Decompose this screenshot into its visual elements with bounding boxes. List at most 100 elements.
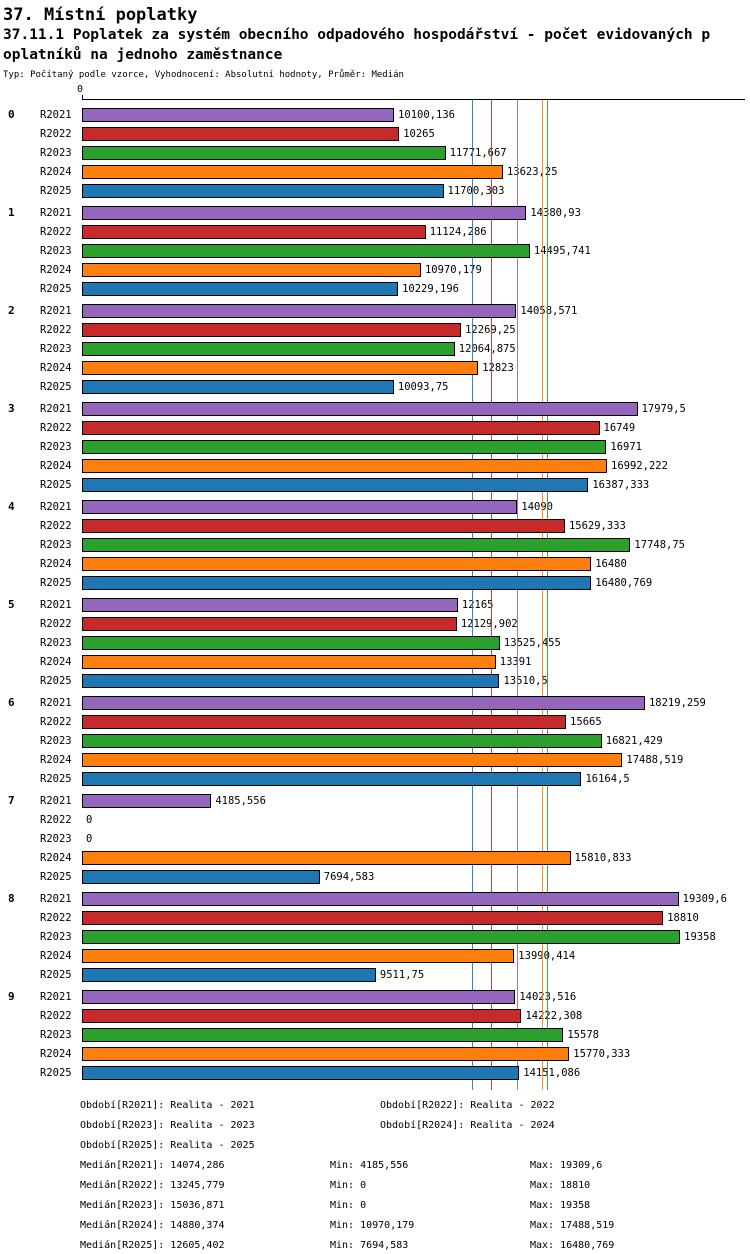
x-axis-line: [82, 99, 745, 100]
bar-row: R2023 12064,875: [0, 339, 750, 358]
bar: [82, 420, 600, 435]
bar-value-label: 0: [86, 832, 93, 845]
bar-row: 9 R2021 14023,516: [0, 987, 750, 1006]
bar-value-label: 10100,136: [398, 108, 455, 121]
bar-row: R2023 11771,667: [0, 143, 750, 162]
series-label: R2021: [40, 598, 72, 611]
legend-min: Min: 7694,583: [330, 1240, 409, 1251]
bar: [82, 401, 638, 416]
bar-value-label: 13525,455: [503, 636, 561, 649]
legend-min: Min: 4185,556: [330, 1160, 409, 1171]
bar-row: R2025 14151,086: [0, 1063, 750, 1082]
bar: [82, 360, 479, 375]
bar-row: R2024 15770,333: [0, 1044, 750, 1063]
series-label: R2024: [40, 851, 72, 864]
report-header: 37. Místní poplatky 37.11.1 Poplatek za …: [0, 0, 750, 82]
bar: [82, 1027, 564, 1042]
series-label: R2022: [40, 911, 72, 924]
bar: [82, 948, 515, 963]
bar-row: R2025 10229,196: [0, 279, 750, 298]
series-label: R2021: [40, 696, 72, 709]
series-label: R2021: [40, 304, 72, 317]
bar-group: 4 R2021 14090 R2022 15629,333 R2023 1774…: [0, 497, 750, 592]
series-label: R2025: [40, 772, 72, 785]
series-label: R2023: [40, 832, 72, 845]
bar-value-label: 14495,741: [533, 244, 591, 257]
bar-value-label: 15810,833: [574, 851, 632, 864]
bar-value-label: 18810: [667, 911, 699, 924]
bar: [82, 281, 399, 296]
bar: [82, 1008, 522, 1023]
axis-tick: [82, 95, 83, 99]
bar-row: R2024 16480: [0, 554, 750, 573]
legend-period: Období[R2025]: Realita - 2025: [80, 1140, 255, 1151]
legend-median: Medián[R2022]: 13245,779: [80, 1180, 225, 1191]
bar-row: R2024 16992,222: [0, 456, 750, 475]
bar-value-label: 14058,571: [520, 304, 578, 317]
bar: [82, 322, 462, 337]
legend-periods: Období[R2021]: Realita - 2021 Období[R20…: [80, 1096, 750, 1156]
legend-max: Max: 17488,519: [530, 1220, 615, 1231]
bar: [82, 616, 457, 631]
series-label: R2022: [40, 225, 72, 238]
series-label: R2024: [40, 557, 72, 570]
bar: [82, 164, 503, 179]
bar: [82, 733, 602, 748]
bar-row: R2023 19358: [0, 927, 750, 946]
bar: [82, 910, 664, 925]
legend-min: Min: 10970,179: [330, 1220, 415, 1231]
bar-row: R2025 10093,75: [0, 377, 750, 396]
bar-value-label: 19358: [684, 930, 716, 943]
bar-value-label: 18219,259: [648, 696, 706, 709]
bar-row: 8 R2021 19309,6: [0, 889, 750, 908]
bar-row: R2022 12269,25: [0, 320, 750, 339]
axis-zero-label: 0: [77, 84, 84, 95]
bar-row: R2024 13990,414: [0, 946, 750, 965]
bar-value-label: 16971: [610, 440, 642, 453]
bar: [82, 379, 394, 394]
legend-median: Medián[R2021]: 14074,286: [80, 1160, 225, 1171]
bar-row: R2022 12129,902: [0, 614, 750, 633]
series-label: R2023: [40, 1028, 72, 1041]
bar: [82, 107, 395, 122]
series-label: R2025: [40, 380, 72, 393]
series-label: R2024: [40, 165, 72, 178]
bar: [82, 1046, 570, 1061]
bar-row: R2022 16749: [0, 418, 750, 437]
page-title: 37. Místní poplatky: [3, 5, 198, 25]
bar-row: R2024 13391: [0, 652, 750, 671]
bar-value-label: 14090: [521, 500, 553, 513]
bar-row: R2023 16971: [0, 437, 750, 456]
bar-value-label: 17748,75: [634, 538, 685, 551]
legend-max: Max: 19358: [530, 1200, 591, 1211]
bar-row: R2023 17748,75: [0, 535, 750, 554]
bar-value-label: 15629,333: [568, 519, 626, 532]
bar: [82, 793, 212, 808]
bar: [82, 439, 607, 454]
group-label: 9: [8, 990, 15, 1003]
bar: [82, 518, 565, 533]
bar: [82, 929, 681, 944]
group-label: 6: [8, 696, 15, 709]
legend-period: Období[R2021]: Realita - 2021: [80, 1100, 255, 1111]
series-label: R2022: [40, 127, 72, 140]
bar-value-label: 14151,086: [523, 1066, 581, 1079]
series-label: R2025: [40, 576, 72, 589]
bar: [82, 1065, 520, 1080]
series-label: R2021: [40, 794, 72, 807]
bar-row: 6 R2021 18219,259: [0, 693, 750, 712]
bar: [82, 145, 446, 160]
bar-row: R2022 14222,308: [0, 1006, 750, 1025]
bar: [82, 695, 645, 710]
series-label: R2023: [40, 930, 72, 943]
bar-value-label: 12269,25: [465, 324, 516, 336]
bar-row: 1 R2021 14380,93: [0, 203, 750, 222]
series-label: R2023: [40, 538, 72, 551]
bar-row: 4 R2021 14090: [0, 497, 750, 516]
bar: [82, 262, 421, 277]
series-label: R2024: [40, 1047, 72, 1060]
series-label: R2023: [40, 636, 72, 649]
bar: [82, 891, 679, 906]
series-label: R2022: [40, 519, 72, 532]
series-label: R2021: [40, 892, 72, 905]
